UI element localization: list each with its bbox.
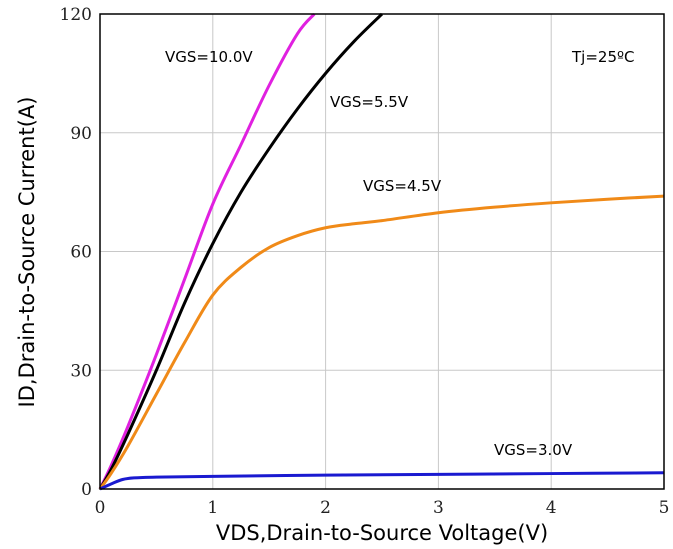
series-label: VGS=3.0V xyxy=(494,441,573,459)
x-tick-label: 2 xyxy=(320,498,331,518)
x-tick-label: 5 xyxy=(659,498,670,518)
series-labels: VGS=10.0V VGS=5.5V VGS=4.5V VGS=3.0V xyxy=(165,48,573,459)
x-axis-title: VDS,Drain-to-Source Voltage(V) xyxy=(216,521,548,545)
x-tick-label: 3 xyxy=(433,498,444,518)
series-line-vgs-3-0v xyxy=(99,471,665,491)
series-line-vgs-5-5v xyxy=(98,12,384,490)
series-line-vgs-10-0v xyxy=(98,12,316,490)
grid-lines xyxy=(100,14,664,489)
x-tick-label: 1 xyxy=(207,498,218,518)
x-tick-label: 4 xyxy=(546,498,557,518)
series-group xyxy=(98,12,665,491)
x-tick-label: 0 xyxy=(95,498,106,518)
x-tick-labels: 0 1 2 3 4 5 xyxy=(95,498,670,518)
y-tick-label: 120 xyxy=(60,5,92,25)
temperature-annotation: Tj=25ºC xyxy=(571,48,635,66)
y-axis-title: ID,Drain-to-Source Current(A) xyxy=(15,97,39,408)
series-label: VGS=5.5V xyxy=(330,93,409,111)
y-tick-label: 60 xyxy=(70,243,92,263)
y-tick-labels: 0 30 60 90 120 xyxy=(60,5,92,500)
series-label: VGS=4.5V xyxy=(363,177,442,195)
y-tick-label: 90 xyxy=(70,124,92,144)
y-tick-label: 0 xyxy=(81,480,92,500)
plot-frame xyxy=(99,13,665,490)
y-tick-label: 30 xyxy=(70,361,92,381)
series-line-vgs-4-5v xyxy=(98,194,665,490)
series-label: VGS=10.0V xyxy=(165,48,253,66)
